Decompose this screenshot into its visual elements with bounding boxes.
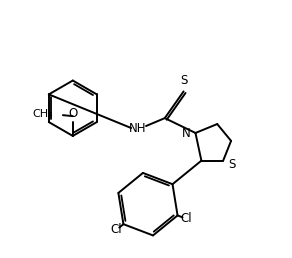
Text: NH: NH: [129, 122, 147, 134]
Text: O: O: [68, 107, 77, 120]
Text: Cl: Cl: [180, 212, 192, 225]
Text: S: S: [228, 158, 235, 171]
Text: N: N: [182, 127, 190, 140]
Text: Cl: Cl: [111, 223, 122, 236]
Text: S: S: [180, 75, 187, 87]
Text: CH₃: CH₃: [32, 109, 53, 119]
